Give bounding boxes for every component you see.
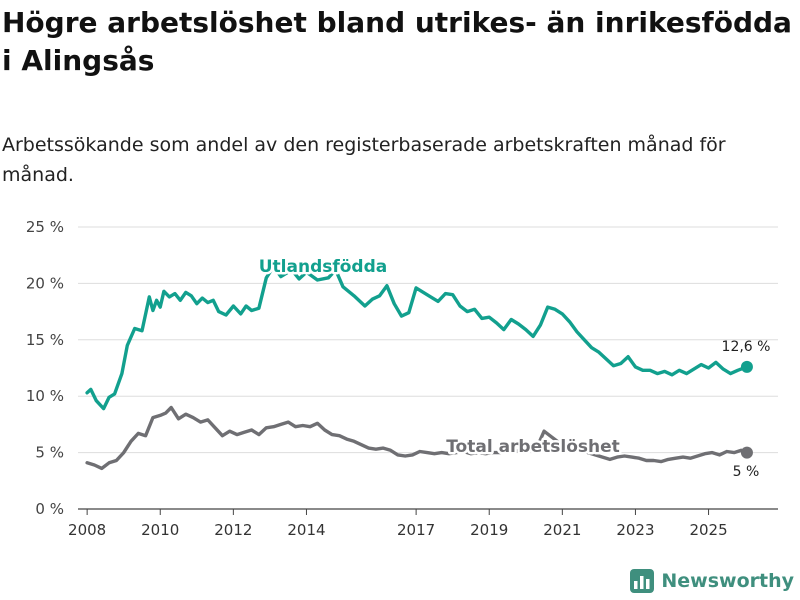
y-tick-label: 20 % — [26, 274, 64, 292]
series-labels: Utlandsfödda Total arbetslöshet 12,6 % 5 % — [256, 255, 771, 481]
y-tick-label: 10 % — [26, 387, 64, 405]
x-tick-label: 2010 — [141, 521, 179, 539]
series-label-utlandsfodda: Utlandsfödda — [259, 257, 388, 277]
x-tick-label: 2019 — [470, 521, 508, 539]
series-label-total: Total arbetslöshet — [446, 437, 620, 457]
x-tick-label: 2008 — [68, 521, 106, 539]
x-tick-label: 2021 — [543, 521, 581, 539]
y-tick-label: 0 % — [35, 500, 64, 518]
bar-chart-logo-icon — [630, 569, 655, 593]
x-tick-label: 2014 — [287, 521, 325, 539]
x-tick-label: 2017 — [397, 521, 435, 539]
series-lines — [85, 264, 753, 471]
grid-lines — [78, 226, 778, 510]
page-title: Högre arbetslöshet bland utrikes- än inr… — [2, 6, 792, 77]
x-tick-label: 2025 — [689, 521, 727, 539]
x-tick-label: 2012 — [214, 521, 252, 539]
y-tick-label: 5 % — [35, 444, 64, 462]
end-point — [740, 446, 753, 459]
series-line-utlandsfodda — [85, 264, 749, 411]
brand-logo: Newsworthy — [629, 568, 794, 594]
y-tick-label: 25 % — [26, 218, 64, 236]
end-value-label-utlandsfodda: 12,6 % — [722, 339, 771, 355]
axis-labels: 0 % 5 % 10 % 15 % 20 % 25 % 2008 2010 2012 2014 20… — [26, 218, 728, 539]
chart-subtitle: Arbetssökande som andel av den registerb… — [2, 134, 726, 186]
line-chart: 0 % 5 % 10 % 15 % 20 % 25 % 2008 2010 2012 2014 20… — [26, 218, 778, 539]
end-value-label-total: 5 % — [733, 464, 760, 480]
series-line-total — [85, 405, 749, 471]
x-tick-label: 2023 — [616, 521, 654, 539]
y-tick-label: 15 % — [26, 331, 64, 349]
brand-name: Newsworthy — [661, 570, 794, 592]
end-point — [740, 360, 753, 373]
